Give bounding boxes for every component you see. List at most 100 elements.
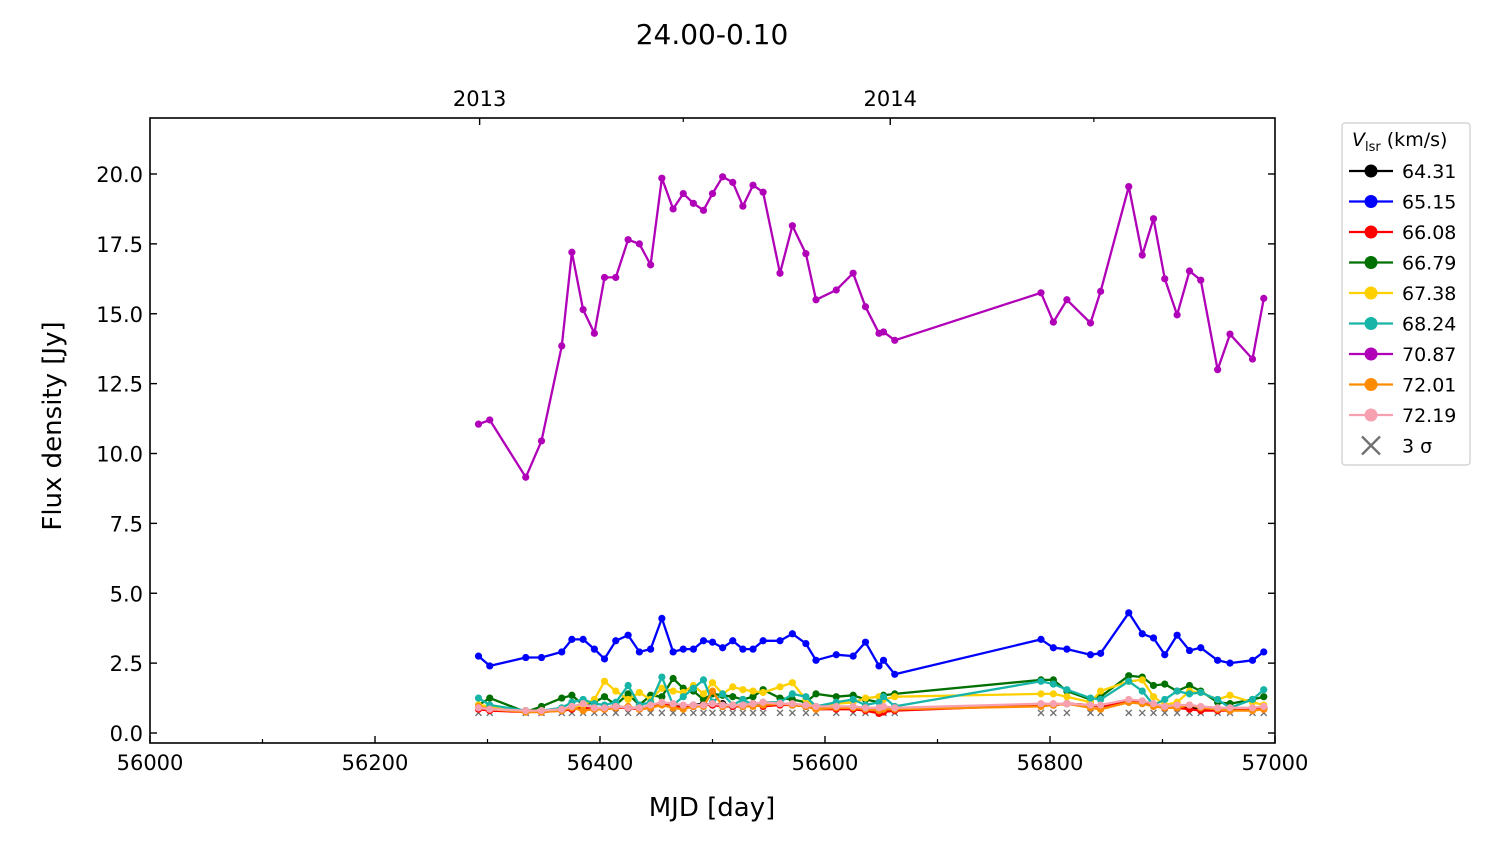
legend-marker (1364, 195, 1378, 208)
data-point (658, 684, 666, 692)
data-point (1037, 289, 1045, 297)
data-point (1097, 287, 1105, 295)
data-point (1097, 649, 1105, 657)
sigma-marker (658, 709, 666, 717)
data-point (699, 701, 708, 709)
sigma-marker (729, 709, 737, 717)
y-tick-label: 15.0 (96, 303, 143, 327)
data-point (624, 704, 632, 712)
data-point (486, 662, 494, 670)
data-point (812, 296, 820, 304)
legend-label: 66.08 (1402, 222, 1456, 244)
data-point (776, 700, 784, 708)
axes-frame (149, 117, 1276, 744)
data-point (788, 222, 796, 230)
data-point (708, 700, 717, 708)
top-year-label: 2013 (453, 87, 506, 111)
data-point (1260, 702, 1268, 711)
data-point (729, 701, 737, 709)
sigma-marker (1138, 709, 1146, 717)
data-point (558, 342, 566, 350)
sigma-marker (739, 709, 747, 717)
data-point (612, 687, 620, 695)
data-point (1185, 646, 1194, 655)
sigma-marker (788, 709, 796, 717)
data-point (600, 273, 609, 282)
data-point (1097, 687, 1105, 695)
sigma-marker (689, 709, 697, 717)
data-point (658, 614, 666, 623)
data-point (849, 269, 857, 277)
data-point (879, 656, 888, 664)
data-point (1161, 275, 1169, 283)
legend-marker (1364, 286, 1378, 300)
data-point (749, 693, 757, 701)
data-point (812, 690, 820, 698)
data-point (1063, 700, 1071, 708)
data-point (590, 329, 598, 337)
data-point (669, 205, 677, 213)
data-point (1185, 690, 1194, 698)
data-point (1138, 687, 1146, 695)
data-point (679, 189, 687, 198)
data-point (879, 702, 888, 711)
data-point (1138, 630, 1146, 638)
data-point (1125, 182, 1133, 191)
legend-marker (1364, 408, 1378, 422)
data-point (689, 199, 697, 207)
data-point (1173, 687, 1181, 695)
data-point (1125, 695, 1133, 704)
sigma-marker (647, 709, 655, 717)
data-point (600, 655, 609, 663)
data-point (739, 202, 747, 210)
series-line (477, 611, 1265, 676)
data-point (849, 702, 857, 711)
data-point (635, 648, 643, 656)
data-point (1063, 645, 1071, 653)
data-point (729, 693, 737, 701)
data-point (891, 336, 899, 344)
data-point (719, 690, 727, 698)
data-point (802, 250, 810, 258)
legend: Vlsr (km/s) 64.31 65.15 66.08 66.79 67.38 68.… (1341, 122, 1471, 466)
data-point (1197, 644, 1205, 652)
data-point (759, 637, 767, 645)
data-point (568, 635, 576, 643)
data-point (1226, 659, 1234, 667)
chart-title: 24.00-0.10 (636, 18, 789, 51)
legend-marker (1364, 347, 1378, 361)
legend-title: Vlsr (km/s) (1352, 129, 1447, 155)
sigma-marker (612, 709, 620, 717)
data-point (679, 693, 687, 701)
data-point (612, 702, 620, 711)
data-point (1049, 644, 1057, 652)
x-tick-label: 57000 (1242, 751, 1309, 775)
data-point (729, 178, 737, 186)
data-point (1086, 651, 1095, 659)
data-point (579, 700, 587, 708)
data-point (558, 705, 566, 713)
data-point (1260, 648, 1268, 656)
data-point (861, 638, 870, 646)
sigma-marker (1049, 709, 1057, 717)
sigma-marker (1125, 709, 1133, 717)
data-point (474, 652, 483, 660)
data-point (537, 437, 546, 445)
data-point (832, 702, 840, 711)
data-point (624, 631, 632, 639)
legend-label-sigma: 3 σ (1402, 436, 1432, 458)
data-point (1037, 700, 1045, 708)
data-point (708, 687, 717, 695)
sigma-x-icon (1361, 435, 1381, 456)
data-point (669, 700, 677, 708)
legend-marker (1364, 225, 1378, 239)
legend-marker (1364, 164, 1378, 178)
sigma-marker (1087, 709, 1094, 717)
data-point (1173, 631, 1181, 639)
data-point (1049, 318, 1057, 326)
data-point (861, 694, 870, 702)
data-point (1248, 355, 1257, 363)
data-point (788, 679, 796, 687)
y-tick-label: 0.0 (110, 722, 143, 746)
x-tick-label: 56800 (1017, 751, 1084, 775)
